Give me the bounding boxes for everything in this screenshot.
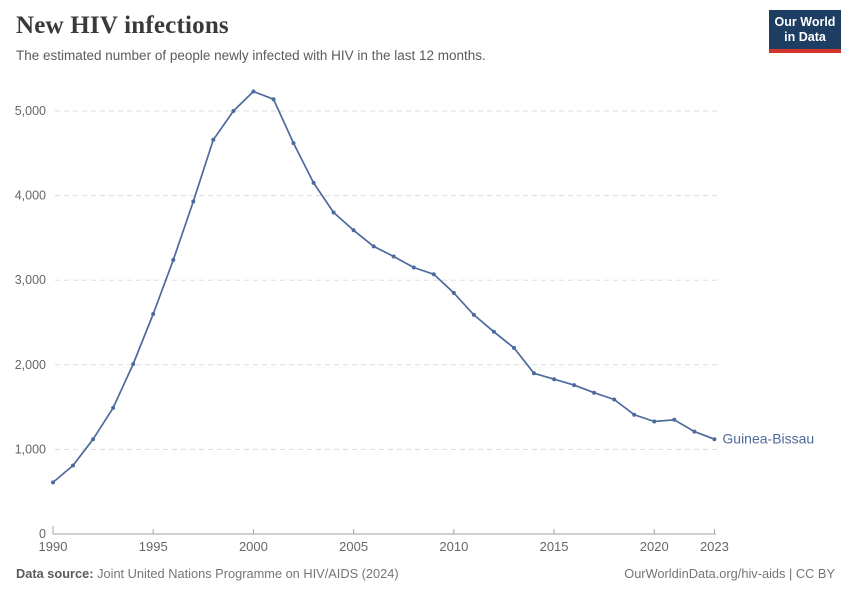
data-point-2013	[512, 345, 516, 350]
data-point-1996	[171, 257, 176, 262]
series-end-label: Guinea-Bissau	[722, 431, 814, 447]
data-point-2016	[572, 383, 577, 388]
x-axis-tick-label: 2015	[540, 539, 569, 554]
y-axis-tick-label: 5,000	[15, 104, 46, 118]
data-source-note: Data source: Joint United Nations Progra…	[16, 566, 399, 581]
data-point-2005	[351, 228, 356, 233]
data-point-2006	[371, 244, 376, 249]
chart-footer: Data source: Joint United Nations Progra…	[16, 566, 835, 581]
data-point-1994	[131, 362, 136, 366]
data-point-1997	[191, 199, 196, 204]
data-point-2001	[271, 97, 276, 102]
x-axis-tick-label: 1995	[139, 539, 168, 554]
data-point-2004	[331, 210, 336, 215]
data-point-2017	[592, 390, 597, 395]
data-point-2003	[311, 180, 316, 185]
x-axis-tick-label: 2000	[239, 539, 268, 554]
y-axis-tick-label: 0	[39, 527, 46, 541]
y-axis-tick-label: 4,000	[15, 189, 46, 203]
data-point-2011	[471, 312, 476, 317]
series-line-guinea-bissau	[52, 90, 716, 484]
y-axis-tick-label: 1,000	[15, 442, 46, 456]
x-axis-tick-label: 2023	[700, 539, 729, 554]
owid-logo: Our World in Data	[769, 10, 841, 53]
data-point-2008	[411, 265, 416, 270]
data-source-text: Joint United Nations Programme on HIV/AI…	[93, 566, 399, 581]
chart-subtitle: The estimated number of people newly inf…	[16, 48, 486, 63]
data-point-2002	[291, 141, 296, 146]
data-point-2018	[612, 397, 617, 402]
owid-logo-stripe	[769, 49, 841, 53]
data-source-label: Data source:	[16, 566, 94, 581]
y-axis-tick-label: 2,000	[15, 358, 46, 372]
data-point-1991	[71, 463, 75, 468]
page-title: New HIV infections	[16, 12, 229, 39]
data-point-2019	[632, 412, 637, 417]
data-point-2022	[692, 429, 697, 434]
license-note: OurWorldinData.org/hiv-aids | CC BY	[624, 566, 835, 581]
data-point-2023	[712, 437, 717, 442]
x-axis-tick-label: 1990	[39, 539, 68, 554]
x-axis-tick-label: 2020	[640, 539, 669, 554]
data-point-2014	[532, 371, 536, 376]
owid-logo-line2: in Data	[784, 30, 826, 44]
data-point-1993	[111, 405, 116, 410]
data-point-1992	[91, 437, 96, 442]
x-axis-tick-label: 2010	[439, 539, 468, 554]
data-point-2012	[491, 329, 496, 334]
data-point-2009	[431, 272, 436, 277]
data-point-2015	[552, 377, 557, 382]
data-point-2007	[391, 254, 396, 259]
y-axis-tick-label: 3,000	[15, 273, 46, 287]
data-point-2000	[251, 89, 256, 94]
x-axis-tick-label: 2005	[339, 539, 368, 554]
data-point-2010	[451, 290, 456, 295]
data-point-2020	[652, 419, 657, 424]
owid-logo-line1: Our World	[774, 15, 836, 29]
data-point-1995	[151, 312, 156, 316]
data-point-2021	[672, 417, 677, 422]
data-point-1990	[51, 480, 55, 485]
data-point-1998	[211, 137, 216, 142]
data-point-1999	[231, 109, 236, 113]
